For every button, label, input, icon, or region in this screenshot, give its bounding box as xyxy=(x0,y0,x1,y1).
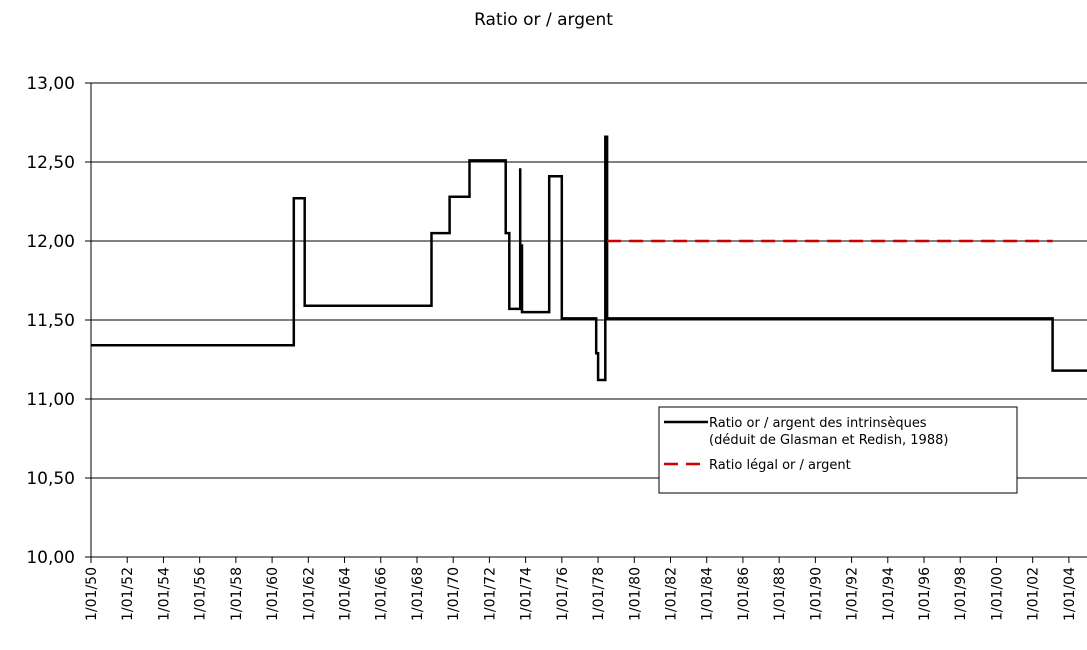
x-tick-label: 1/01/86 xyxy=(736,567,752,621)
legend-layer: Ratio or / argent des intrinsèques (dédui… xyxy=(658,406,1018,494)
x-tick-label: 1/01/64 xyxy=(338,567,354,621)
x-tick-label: 1/01/68 xyxy=(410,567,426,621)
x-tick-label: 1/01/66 xyxy=(374,567,390,621)
y-tick-label: 11,00 xyxy=(26,390,75,410)
x-tick-label: 1/01/76 xyxy=(555,567,571,621)
chart-title: Ratio or / argent xyxy=(474,10,613,30)
x-tick-label: 1/01/90 xyxy=(808,567,824,621)
x-tick-label: 1/01/04 xyxy=(1062,567,1078,621)
x-tick-label: 1/01/62 xyxy=(301,567,317,621)
x-tick-label: 1/01/78 xyxy=(591,567,607,621)
series-layer xyxy=(91,135,1087,382)
y-tick-label: 10,50 xyxy=(26,469,75,489)
y-tick-label: 11,50 xyxy=(26,311,75,331)
x-tick-label: 1/01/80 xyxy=(627,567,643,621)
y-tick-label: 12,00 xyxy=(26,232,75,252)
legend-box xyxy=(658,406,1018,494)
y-tick-label: 10,00 xyxy=(26,548,75,568)
x-tick-label: 1/01/94 xyxy=(881,567,897,621)
x-tick-label: 1/01/52 xyxy=(120,567,136,621)
legend-label-intrinseques-source: (déduit de Glasman et Redish, 1988) xyxy=(709,433,948,448)
y-tick-label: 12,50 xyxy=(26,153,75,173)
x-tick-label: 1/01/74 xyxy=(519,567,535,621)
x-tick-label: 1/01/98 xyxy=(953,567,969,621)
legend-label-legal: Ratio légal or / argent xyxy=(709,458,851,473)
axis-layer: 10,00 10,50 11,00 11,50 12,00 12,50 13,00 1/01/… xyxy=(26,74,1087,621)
x-tick-label: 1/01/72 xyxy=(482,567,498,621)
x-tick-label: 1/01/96 xyxy=(917,567,933,621)
x-tick-label: 1/01/92 xyxy=(845,567,861,621)
series-line-intrinseques xyxy=(91,135,1087,382)
x-tick-label: 1/01/50 xyxy=(84,567,100,621)
x-tick-label: 1/01/56 xyxy=(193,567,209,621)
x-tick-label: 1/01/88 xyxy=(772,567,788,621)
legend-label-intrinseques: Ratio or / argent des intrinsèques xyxy=(709,416,927,431)
x-tick-label: 1/01/60 xyxy=(265,567,281,621)
x-tick-label: 1/01/02 xyxy=(1026,567,1042,621)
x-tick-label: 1/01/00 xyxy=(989,567,1005,621)
x-tick-label: 1/01/54 xyxy=(156,567,172,621)
x-tick-label: 1/01/84 xyxy=(700,567,716,621)
y-tick-label: 13,00 xyxy=(26,74,75,94)
x-tick-label: 1/01/82 xyxy=(663,567,679,621)
x-tick-label: 1/01/70 xyxy=(446,567,462,621)
x-tick-label: 1/01/58 xyxy=(229,567,245,621)
